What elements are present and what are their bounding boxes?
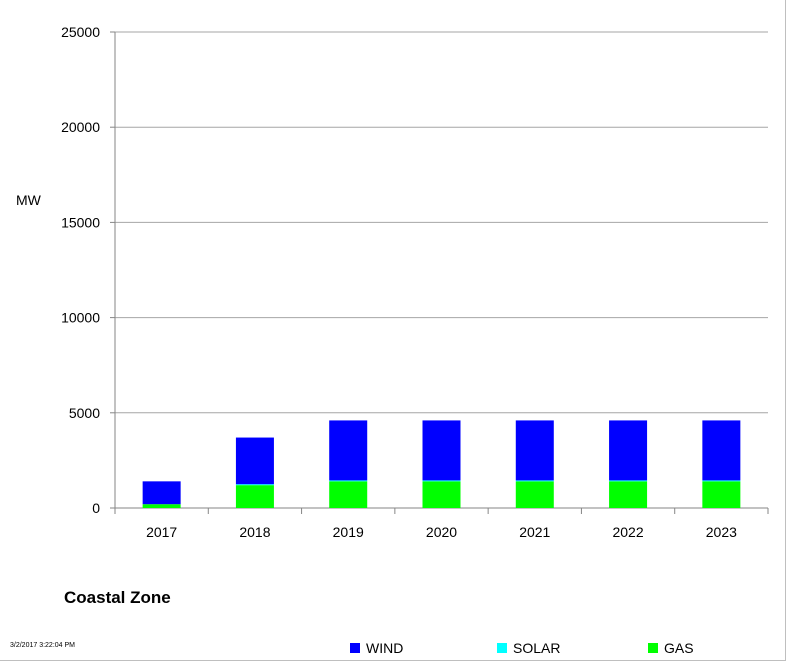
bar-gas-2022 [609,481,648,508]
legend-label-solar: SOLAR [513,640,561,656]
bar-wind-2021 [515,420,554,481]
bar-gas-2017 [142,504,181,508]
bar-gas-2020 [422,481,461,508]
bar-solar-2018 [235,484,274,486]
legend-swatch-wind [350,643,360,653]
legend-item-gas: GAS [648,640,694,656]
x-tick-label-2022: 2022 [612,524,643,540]
bar-solar-2020 [422,480,461,482]
bar-solar-2019 [329,480,368,482]
x-tick-label-2021: 2021 [519,524,550,540]
bar-gas-2019 [329,481,368,508]
y-tick-label-5000: 5000 [69,405,100,421]
legend-label-wind: WIND [366,640,404,656]
y-axis-label: MW [16,192,41,208]
x-tick-label-2023: 2023 [706,524,737,540]
bar-solar-2022 [609,480,648,482]
x-tick-label-2019: 2019 [333,524,364,540]
legend-item-wind: WIND [350,640,403,656]
x-tick-label-2017: 2017 [146,524,177,540]
bar-gas-2021 [515,481,554,508]
bar-wind-2018 [235,437,274,485]
x-tick-label-2020: 2020 [426,524,457,540]
bar-wind-2017 [142,481,181,505]
chart-title: Coastal Zone [64,588,171,607]
y-tick-label-10000: 10000 [61,310,100,326]
bar-wind-2023 [702,420,741,481]
bar-wind-2019 [329,420,368,481]
bar-solar-2023 [702,480,741,482]
legend-swatch-gas [648,643,658,653]
legend-swatch-solar [497,643,507,653]
legend-label-gas: GAS [664,640,694,656]
bar-solar-2021 [515,480,554,482]
legend-item-solar: SOLAR [497,640,560,656]
bar-gas-2018 [235,485,274,508]
bar-gas-2023 [702,481,741,508]
y-tick-label-25000: 25000 [61,24,100,40]
y-tick-label-15000: 15000 [61,214,100,230]
x-tick-label-2018: 2018 [239,524,270,540]
y-tick-label-20000: 20000 [61,119,100,135]
y-tick-label-0: 0 [92,500,100,516]
timestamp: 3/2/2017 3:22:04 PM [10,642,75,649]
bar-wind-2022 [609,420,648,481]
bar-wind-2020 [422,420,461,481]
